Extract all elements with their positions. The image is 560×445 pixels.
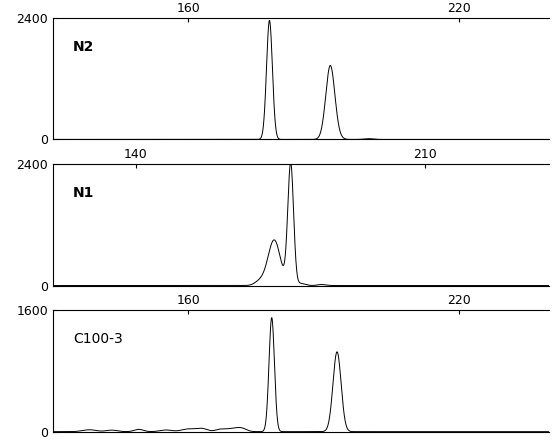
Text: N1: N1 [73, 186, 95, 200]
Text: C100-3: C100-3 [73, 332, 123, 346]
Text: N2: N2 [73, 40, 95, 54]
